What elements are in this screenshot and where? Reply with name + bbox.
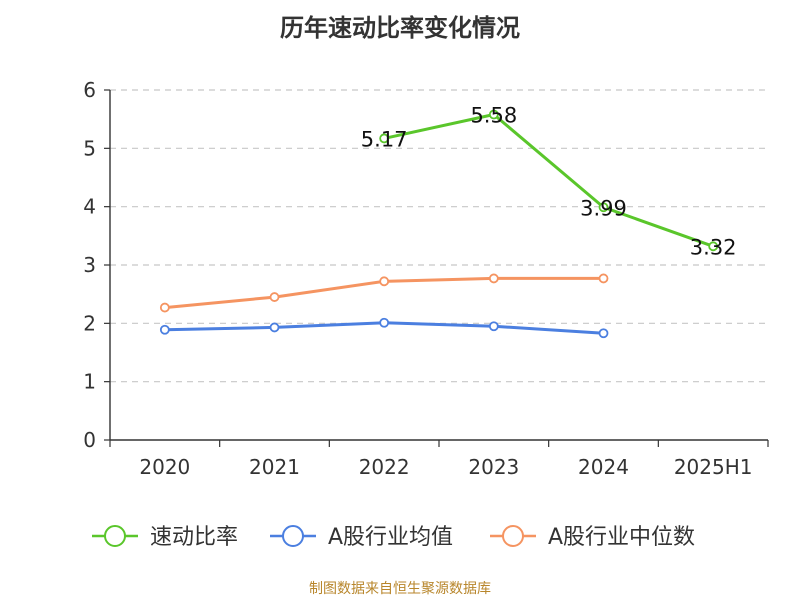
y-tick-label: 4: [83, 195, 96, 219]
data-point[interactable]: [488, 109, 499, 120]
data-point[interactable]: [598, 328, 609, 339]
series-line: [383, 113, 714, 248]
legend-marker: [282, 525, 304, 547]
y-tick-label: 5: [83, 136, 96, 160]
source-note: 制图数据来自恒生聚源数据库: [309, 581, 491, 597]
data-point[interactable]: [488, 273, 499, 284]
legend-item[interactable]: A股行业均值: [270, 525, 453, 550]
data-label: 5.17: [361, 127, 408, 151]
x-tick-label: 2020: [139, 455, 190, 479]
legend: 速动比率 A股行业均值 A股行业中位数: [92, 525, 695, 550]
data-point[interactable]: [598, 202, 609, 213]
data-point[interactable]: [269, 292, 280, 302]
chart-title: 历年速动比率变化情况: [280, 14, 520, 42]
legend-marker: [502, 525, 524, 547]
data-point[interactable]: [159, 324, 170, 335]
data-label: 3.32: [690, 235, 737, 259]
legend-item[interactable]: A股行业中位数: [490, 525, 695, 550]
grid-lines: [110, 89, 768, 383]
data-point[interactable]: [269, 322, 280, 333]
x-tick-label: 2023: [468, 455, 519, 479]
y-tick-label: 1: [83, 370, 96, 394]
data-point[interactable]: [379, 317, 390, 328]
y-tick-label: 6: [83, 78, 96, 102]
y-tick-label: 3: [83, 253, 96, 277]
x-tick-label: 2021: [249, 455, 300, 479]
legend-label: 速动比率: [150, 525, 238, 550]
x-tick-label: 2022: [359, 455, 410, 479]
data-point[interactable]: [488, 321, 499, 332]
legend-marker: [104, 525, 126, 547]
legend-item[interactable]: 速动比率: [92, 525, 238, 550]
data-point[interactable]: [379, 276, 390, 287]
series: [159, 109, 719, 339]
data-point[interactable]: [159, 302, 170, 313]
y-tick-label: 2: [83, 311, 96, 335]
x-tick-label: 2025H1: [674, 455, 753, 479]
data-label: 3.99: [580, 196, 627, 220]
data-point[interactable]: [598, 273, 609, 284]
x-tick-label: 2024: [578, 455, 629, 479]
data-point[interactable]: [379, 133, 390, 144]
axes: 0 1 2 3 4 5 6 2020 2021 2022 2023 2024 2025H1: [83, 78, 769, 479]
y-tick-label: 0: [83, 428, 96, 452]
legend-label: A股行业中位数: [548, 525, 695, 550]
legend-label: A股行业均值: [328, 525, 453, 550]
data-point[interactable]: [708, 241, 719, 252]
data-label: 5.58: [470, 104, 517, 128]
data-labels: 5.17 5.58 3.99 3.32: [361, 104, 737, 260]
